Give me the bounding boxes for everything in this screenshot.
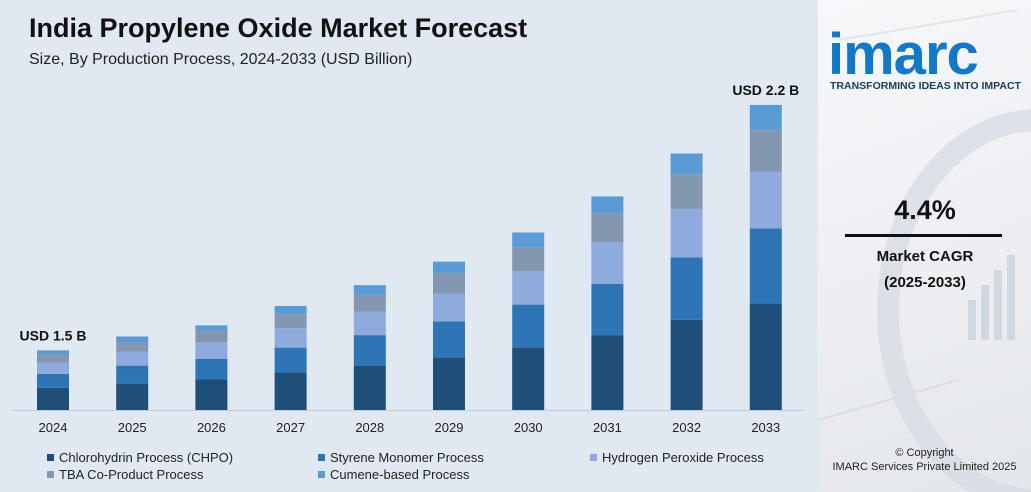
value-annotation: USD 2.2 B bbox=[732, 82, 799, 98]
bar-segment bbox=[512, 347, 545, 410]
bar-segment bbox=[749, 303, 782, 410]
legend-label: Hydrogen Peroxide Process bbox=[602, 450, 764, 465]
x-tick-label: 2031 bbox=[593, 420, 622, 435]
bar-segment bbox=[37, 373, 69, 388]
brand-tagline: TRANSFORMING IDEAS INTO IMPACT bbox=[830, 80, 1021, 92]
chart-subtitle: Size, By Production Process, 2024-2033 (… bbox=[29, 51, 413, 68]
bar-segment bbox=[274, 372, 307, 410]
bar-segment bbox=[433, 272, 465, 294]
bar-segment bbox=[37, 362, 69, 374]
bar-segment bbox=[591, 242, 624, 284]
bar-segment bbox=[116, 336, 149, 343]
bar-segment bbox=[512, 232, 545, 248]
legend-item-cumene-based: Cumene-based Process bbox=[318, 467, 469, 482]
bar-segment bbox=[195, 358, 228, 380]
x-tick-label: 2027 bbox=[276, 420, 305, 435]
bar-segment bbox=[670, 319, 703, 410]
cagr-label: Market CAGR bbox=[876, 248, 974, 265]
bar-segment bbox=[670, 174, 703, 209]
bar-segment bbox=[591, 213, 624, 243]
legend-label: Styrene Monomer Process bbox=[330, 450, 484, 465]
bar-segment bbox=[195, 330, 228, 343]
chart-title: India Propylene Oxide Market Forecast bbox=[29, 13, 528, 43]
legend-item-chpo: Chlorohydrin Process (CHPO) bbox=[47, 450, 233, 465]
bar-segment bbox=[749, 228, 782, 304]
bar-segment bbox=[195, 379, 228, 410]
bar-segment bbox=[670, 257, 703, 320]
stacked-bar-chart: 2024 2025 2026 2027 2028 2029 2030 2031 2032 2033… bbox=[12, 82, 805, 435]
value-annotation: USD 1.5 B bbox=[20, 327, 87, 343]
bar-segment bbox=[749, 171, 782, 229]
x-tick-label: 2029 bbox=[435, 420, 464, 435]
legend-swatch bbox=[47, 454, 54, 461]
bar-segment bbox=[116, 365, 149, 384]
bar-segment bbox=[116, 383, 149, 410]
x-tick-label: 2026 bbox=[197, 420, 226, 435]
legend-item-hydrogen-peroxide: Hydrogen Peroxide Process bbox=[590, 450, 764, 465]
bar-segment bbox=[433, 261, 465, 273]
legend-swatch bbox=[590, 454, 597, 461]
x-tick-label: 2030 bbox=[514, 420, 543, 435]
bar-segment bbox=[433, 321, 465, 358]
bar-segment bbox=[274, 314, 307, 329]
x-tick-label: 2032 bbox=[672, 420, 701, 435]
bar-segment bbox=[195, 325, 228, 331]
bar-segment bbox=[116, 351, 149, 366]
bar-segment bbox=[274, 306, 307, 315]
bar-segment bbox=[670, 208, 703, 258]
bar-segment bbox=[274, 328, 307, 348]
bar-segment bbox=[37, 387, 69, 410]
legend-swatch bbox=[318, 454, 325, 461]
copyright-text: © Copyright bbox=[895, 447, 954, 459]
background-decoration bbox=[818, 9, 1031, 492]
legend-label: Cumene-based Process bbox=[330, 467, 470, 482]
cagr-divider bbox=[845, 234, 1002, 237]
legend-label: TBA Co-Product Process bbox=[59, 467, 204, 482]
bar-segment bbox=[512, 304, 545, 348]
bar-segment bbox=[591, 196, 624, 214]
bar-segment bbox=[353, 294, 386, 312]
bar-segment bbox=[274, 347, 307, 373]
cagr-value: 4.4% bbox=[894, 195, 956, 225]
legend-item-styrene-monomer: Styrene Monomer Process bbox=[318, 450, 484, 465]
bar-segment bbox=[512, 247, 545, 272]
bar-segment bbox=[37, 354, 69, 363]
company-text: IMARC Services Private Limited 2025 bbox=[832, 461, 1017, 473]
x-tick-label: 2028 bbox=[355, 420, 384, 435]
bar-segment bbox=[433, 357, 465, 410]
bar-segment bbox=[512, 271, 545, 305]
bar-segment bbox=[433, 293, 465, 322]
bar-segment bbox=[591, 283, 624, 336]
cagr-period: (2025-2033) bbox=[884, 274, 966, 291]
bar-segment bbox=[749, 129, 782, 172]
side-panel bbox=[818, 0, 1031, 492]
bar-segment bbox=[116, 342, 149, 352]
bar-segment bbox=[353, 335, 386, 366]
bar-segment bbox=[670, 153, 703, 175]
legend-swatch bbox=[47, 471, 54, 478]
bar-segment bbox=[591, 335, 624, 410]
bar-segment bbox=[37, 350, 69, 355]
x-tick-label: 2025 bbox=[118, 420, 147, 435]
bar-segment bbox=[353, 365, 386, 410]
legend-label: Chlorohydrin Process (CHPO) bbox=[59, 450, 234, 465]
bar-segment bbox=[353, 285, 386, 295]
x-tick-label: 2033 bbox=[751, 420, 780, 435]
imarc-logo: imarc bbox=[828, 22, 979, 87]
bar-segment bbox=[353, 311, 386, 336]
legend-item-tba-co-product: TBA Co-Product Process bbox=[47, 467, 204, 482]
bar-segment bbox=[195, 342, 228, 359]
bar-segment bbox=[749, 104, 782, 130]
legend-swatch bbox=[318, 471, 325, 478]
x-tick-label: 2024 bbox=[39, 420, 68, 435]
